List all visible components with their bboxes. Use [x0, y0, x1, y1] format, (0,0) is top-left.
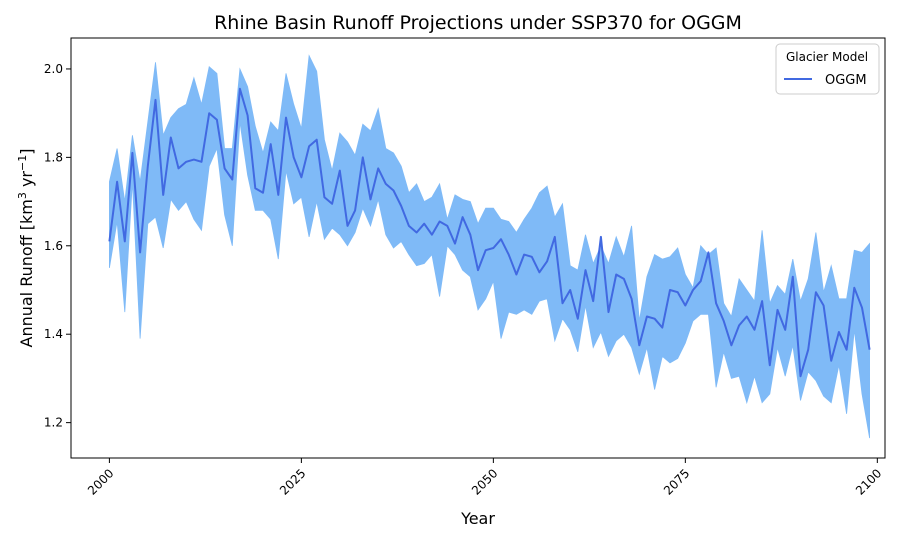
legend-title: Glacier Model [786, 50, 868, 64]
y-axis-label-sup2: −1 [16, 155, 29, 171]
y-axis-label-end: ] [17, 149, 36, 155]
x-axis-label: Year [460, 509, 495, 528]
y-tick-label: 1.8 [44, 150, 63, 164]
y-axis-label-sup1: 3 [16, 192, 29, 199]
series-line-oggm [108, 87, 871, 378]
y-axis-label: Annual Runoff [km3 yr−1] [16, 149, 36, 348]
chart-title: Rhine Basin Runoff Projections under SSP… [214, 12, 742, 34]
legend: Glacier Model OGGM [775, 43, 880, 95]
plot-area-frame [70, 37, 886, 459]
y-tick-label: 1.4 [44, 327, 63, 341]
legend-box [775, 43, 880, 95]
y-tick-label: 1.2 [44, 416, 63, 430]
uncertainty-band-layer [109, 54, 870, 439]
y-axis-label-main: Annual Runoff [km [17, 199, 36, 347]
y-axis: 1.2 1.4 1.6 1.8 2.0 [44, 62, 71, 430]
uncertainty-band-oggm [109, 54, 870, 439]
y-tick-label: 2.0 [44, 62, 63, 76]
legend-label-oggm: OGGM [825, 73, 867, 88]
series-line-layer [108, 87, 871, 378]
y-tick-label: 1.6 [44, 239, 63, 253]
y-axis-label-mid: yr [17, 171, 36, 193]
